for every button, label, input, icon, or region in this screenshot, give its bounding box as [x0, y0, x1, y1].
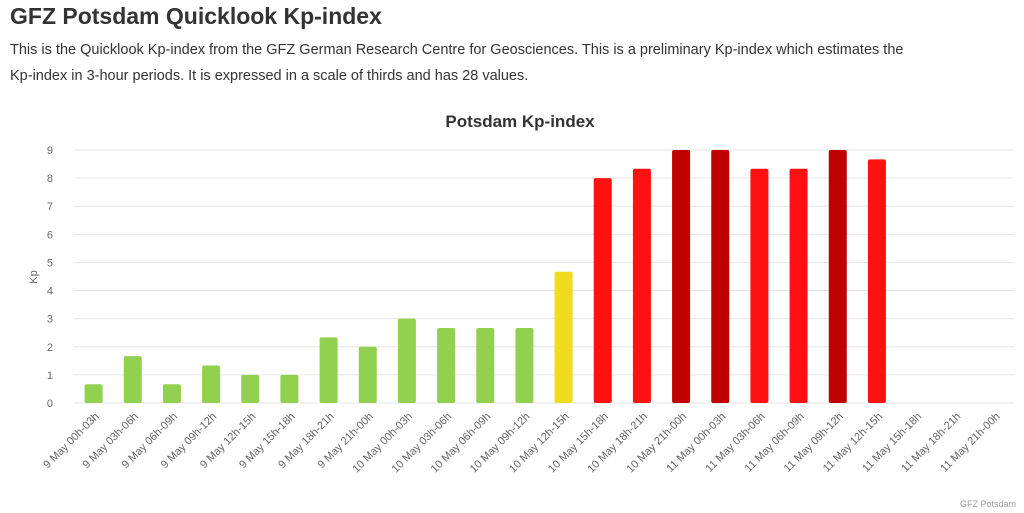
bar[interactable]: [202, 365, 221, 403]
page-title: GFZ Potsdam Quicklook Kp-index: [10, 3, 382, 29]
bar[interactable]: [632, 168, 651, 403]
y-tick-label: 1: [47, 370, 53, 382]
bar[interactable]: [711, 150, 730, 403]
bar[interactable]: [828, 150, 847, 403]
bar[interactable]: [437, 328, 456, 403]
chart-title: Potsdam Kp-index: [445, 112, 595, 131]
bar[interactable]: [515, 328, 534, 403]
bar[interactable]: [123, 356, 142, 403]
page-description: This is the Quicklook Kp-index from the …: [10, 37, 1024, 89]
y-tick-label: 5: [47, 257, 53, 269]
bar[interactable]: [319, 337, 338, 403]
y-tick-label: 9: [47, 145, 53, 157]
description-line-1: This is the Quicklook Kp-index from the …: [10, 42, 904, 58]
bars: [84, 150, 886, 403]
bar[interactable]: [867, 159, 886, 403]
y-axis-title: Kp: [28, 270, 40, 283]
y-tick-label: 2: [47, 342, 53, 354]
kp-index-chart: Potsdam Kp-index Kp 0 1 2 3 4 5 6 7 8 9 9 May 00h…: [28, 112, 1014, 476]
bar[interactable]: [593, 178, 612, 403]
bar[interactable]: [162, 384, 181, 403]
chart-credits[interactable]: GFZ Potsdam: [959, 499, 1016, 509]
grid-lines: [74, 149, 1014, 404]
y-tick-label: 0: [47, 398, 53, 410]
bar[interactable]: [84, 384, 103, 403]
y-tick-label: 3: [47, 314, 53, 326]
y-tick-label: 7: [47, 201, 53, 213]
bar[interactable]: [280, 374, 299, 403]
y-tick-label: 8: [47, 173, 53, 185]
bar[interactable]: [750, 168, 769, 403]
description-line-2: Kp-index in 3-hour periods. It is expres…: [10, 68, 529, 84]
bar[interactable]: [241, 374, 260, 403]
y-axis-ticks: 0 1 2 3 4 5 6 7 8 9: [47, 145, 53, 410]
bar[interactable]: [554, 271, 573, 403]
bar[interactable]: [358, 346, 377, 403]
y-tick-label: 4: [47, 286, 53, 298]
bar[interactable]: [397, 318, 416, 403]
bar[interactable]: [672, 150, 691, 403]
y-tick-label: 6: [47, 229, 53, 241]
bar[interactable]: [476, 328, 495, 403]
bar[interactable]: [789, 168, 808, 403]
